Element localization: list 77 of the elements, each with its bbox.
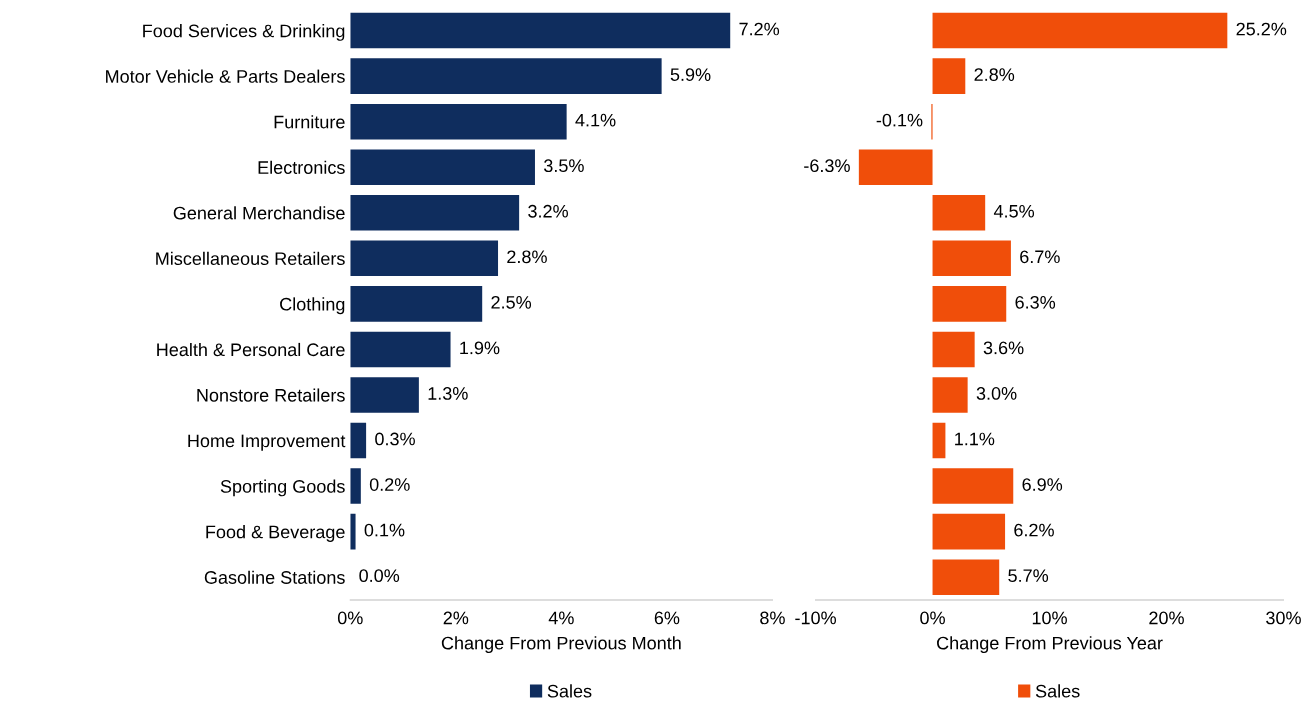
y-tick-label: Food Services & Drinking: [143, 24, 345, 41]
y-tick-label: Furniture: [274, 115, 345, 129]
bar: [932, 58, 966, 94]
y-tick-label: General Merchandise: [173, 206, 345, 220]
y-tick-label: Electronics: [258, 160, 345, 174]
bar: [932, 468, 1014, 504]
bar: [932, 422, 946, 459]
data-label: 6.3%: [1015, 295, 1056, 309]
x-axis-title: Change From Previous Year: [937, 636, 1163, 654]
y-tick-label: Clothing: [280, 297, 345, 315]
bar: [350, 12, 731, 49]
data-label: 2.5%: [491, 295, 532, 309]
x-tick-label: 0%: [337, 611, 363, 625]
legend-label: Sales: [547, 684, 592, 698]
bar: [932, 559, 1000, 595]
data-label: 7.2%: [739, 22, 780, 36]
data-label: 6.2%: [1014, 523, 1054, 537]
y-tick-label: Motor Vehicle & Parts Dealers: [106, 69, 345, 83]
x-tick-label: 20%: [1149, 611, 1184, 625]
data-label: -0.1%: [876, 113, 923, 127]
bar: [932, 513, 1006, 550]
y-tick-label: Miscellaneous Retailers: [156, 251, 345, 266]
bar: [932, 331, 975, 368]
bar: [350, 468, 361, 504]
y-tick-label: Health & Personal Care: [157, 342, 345, 357]
data-label: 0.0%: [359, 569, 400, 583]
data-label: 0.2%: [369, 478, 410, 491]
bar: [350, 103, 567, 140]
y-tick-label: Nonstore Retailers: [197, 388, 345, 402]
bar: [932, 12, 1228, 49]
x-tick-label: 4%: [548, 611, 574, 625]
x-tick-label: 8%: [760, 611, 785, 625]
bar: [932, 286, 1007, 322]
bar: [350, 58, 662, 94]
bar: [350, 240, 499, 277]
data-label: 1.1%: [955, 432, 995, 446]
data-label: 5.9%: [670, 68, 711, 81]
bar: [932, 195, 986, 231]
bar: [350, 195, 520, 231]
data-label: 6.9%: [1022, 478, 1063, 491]
data-label: 0.1%: [364, 523, 405, 537]
data-label: 1.3%: [428, 387, 468, 400]
x-tick-label: 0%: [920, 611, 945, 625]
y-tick-label: Home Improvement: [188, 434, 346, 451]
data-label: 25.2%: [1236, 22, 1287, 36]
x-tick-label: 2%: [443, 611, 469, 625]
data-label: 3.5%: [543, 159, 584, 173]
data-label: 0.3%: [375, 432, 415, 446]
y-tick-label: Sporting Goods: [220, 479, 345, 497]
bar: [350, 149, 535, 185]
bar: [350, 422, 367, 459]
y-tick-label: Food & Beverage: [206, 525, 345, 542]
x-tick-label: 30%: [1266, 611, 1301, 625]
bar: [350, 286, 483, 322]
data-label: 4.1%: [575, 113, 616, 127]
data-label: 3.6%: [983, 341, 1024, 355]
bar: [932, 240, 1011, 277]
data-label: 3.2%: [528, 204, 568, 218]
bar: [350, 513, 356, 550]
y-tick-label: Gasoline Stations: [204, 570, 345, 584]
data-label: 2.8%: [507, 250, 547, 264]
data-label: 1.9%: [460, 341, 500, 355]
bar: [350, 331, 451, 368]
data-label: 6.7%: [1020, 250, 1060, 264]
data-label: 3.0%: [976, 387, 1017, 400]
data-label: 4.5%: [993, 204, 1035, 218]
legend-label: Sales: [1035, 684, 1080, 698]
x-tick-label: -10%: [795, 611, 836, 625]
data-label: -6.3%: [804, 159, 850, 173]
data-label: 5.7%: [1008, 569, 1049, 583]
bar: [932, 377, 968, 413]
data-label: 2.8%: [974, 68, 1015, 81]
bar: [858, 149, 933, 185]
x-tick-label: 6%: [654, 611, 680, 625]
x-tick-label: 10%: [1032, 611, 1067, 625]
bar: [350, 377, 419, 413]
x-axis-title: Change From Previous Month: [441, 636, 681, 654]
